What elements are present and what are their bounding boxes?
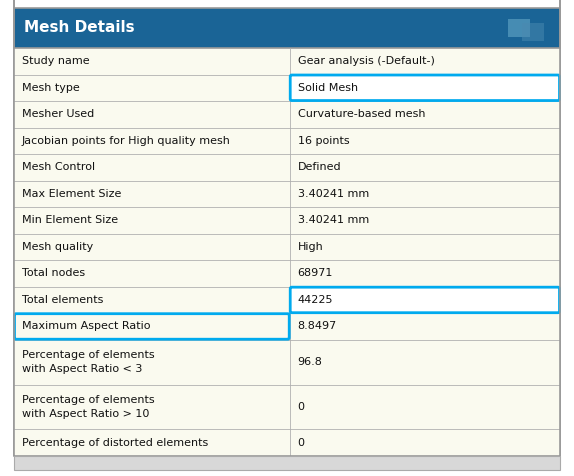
Bar <box>14 456 560 470</box>
Bar <box>522 23 544 41</box>
Bar <box>14 287 560 313</box>
Text: Total nodes: Total nodes <box>22 268 85 278</box>
Text: Percentage of elements: Percentage of elements <box>22 395 154 405</box>
Bar <box>14 260 560 287</box>
Text: with Aspect Ratio > 10: with Aspect Ratio > 10 <box>22 409 149 419</box>
Text: Percentage of distorted elements: Percentage of distorted elements <box>22 438 208 448</box>
Bar <box>508 19 530 37</box>
Text: Gear analysis (-Default-): Gear analysis (-Default-) <box>298 56 435 66</box>
Bar <box>14 207 560 234</box>
Bar <box>14 8 560 48</box>
Text: Jacobian points for High quality mesh: Jacobian points for High quality mesh <box>22 136 231 146</box>
Text: 0: 0 <box>298 438 305 448</box>
Text: Curvature-based mesh: Curvature-based mesh <box>298 109 425 119</box>
Text: with Aspect Ratio < 3: with Aspect Ratio < 3 <box>22 364 142 374</box>
Text: High: High <box>298 242 324 252</box>
Bar <box>14 8 560 48</box>
Bar <box>14 385 560 429</box>
Bar <box>14 154 560 180</box>
Text: Percentage of elements: Percentage of elements <box>22 350 154 360</box>
Text: Mesh Details: Mesh Details <box>24 20 135 36</box>
Text: 0: 0 <box>298 402 305 412</box>
Text: 3.40241 mm: 3.40241 mm <box>298 215 369 225</box>
Bar <box>14 48 560 456</box>
Text: 44225: 44225 <box>298 295 333 305</box>
Text: Study name: Study name <box>22 56 90 66</box>
Text: 3.40241 mm: 3.40241 mm <box>298 189 369 199</box>
Text: 68971: 68971 <box>298 268 333 278</box>
Text: 8.8497: 8.8497 <box>298 321 337 331</box>
Bar <box>14 180 560 207</box>
FancyBboxPatch shape <box>290 75 560 100</box>
Text: Defined: Defined <box>298 162 342 172</box>
Bar <box>14 101 560 128</box>
Bar <box>14 313 560 340</box>
Bar <box>14 48 560 75</box>
Bar <box>14 234 560 260</box>
Bar <box>14 128 560 154</box>
Bar <box>14 340 560 385</box>
Text: 16 points: 16 points <box>298 136 350 146</box>
Text: Min Element Size: Min Element Size <box>22 215 118 225</box>
Text: Maximum Aspect Ratio: Maximum Aspect Ratio <box>22 321 150 331</box>
Text: Mesh quality: Mesh quality <box>22 242 93 252</box>
FancyBboxPatch shape <box>290 287 560 313</box>
Text: Total elements: Total elements <box>22 295 103 305</box>
Text: Mesh Control: Mesh Control <box>22 162 95 172</box>
Text: 96.8: 96.8 <box>298 357 323 367</box>
Bar <box>14 429 560 456</box>
Bar <box>14 75 560 101</box>
Text: Solid Mesh: Solid Mesh <box>298 83 358 93</box>
Text: Mesh type: Mesh type <box>22 83 80 93</box>
Text: Mesher Used: Mesher Used <box>22 109 94 119</box>
Text: Max Element Size: Max Element Size <box>22 189 121 199</box>
